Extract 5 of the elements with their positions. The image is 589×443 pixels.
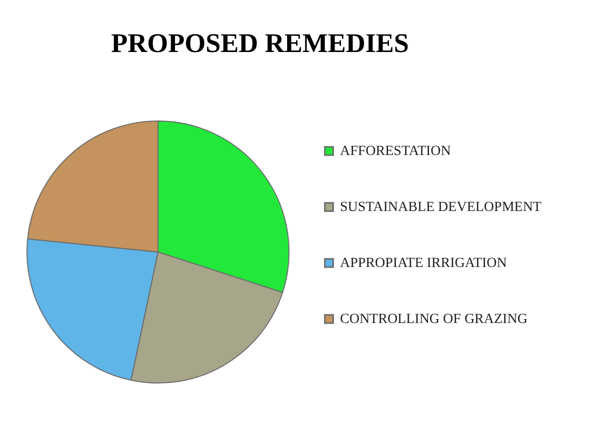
legend-label: AFFORESTATION [340, 144, 451, 159]
legend-label: SUSTAINABLE DEVELOPMENT [340, 200, 542, 215]
chart-title: PROPOSED REMEDIES [111, 28, 409, 58]
legend-label: CONTROLLING OF GRAZING [340, 312, 528, 327]
legend-label: APPROPIATE IRRIGATION [340, 256, 507, 271]
